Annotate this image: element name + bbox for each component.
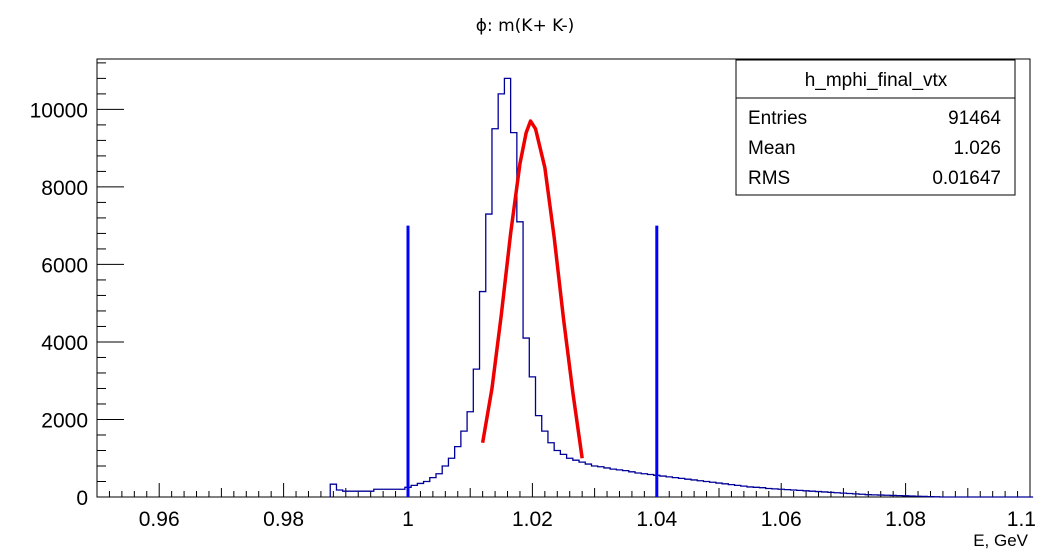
chart-title: ϕ: m(K+ K-)	[476, 16, 574, 36]
stats-box-title: h_mphi_final_vtx	[805, 70, 948, 91]
cut-lines	[406, 225, 659, 497]
x-tick-label: 1.04	[636, 508, 677, 531]
stats-label-mean: Mean	[748, 138, 796, 159]
y-tick-label: 6000	[41, 254, 88, 277]
stats-value-mean: 1.026	[953, 138, 1001, 159]
y-tick-label: 2000	[41, 409, 88, 432]
x-tick-label: 1	[402, 508, 414, 531]
x-axis: 0.96 0.98 1 1.02 1.04 1.06 1.08 1.1	[96, 483, 1036, 531]
y-tick-label: 0	[76, 487, 88, 510]
stats-label-entries: Entries	[748, 108, 807, 129]
stats-label-rms: RMS	[748, 168, 790, 189]
stats-value-entries: 91464	[948, 108, 1001, 129]
fit-series	[480, 119, 584, 459]
y-axis: 0 2000 4000 6000 8000 10000	[30, 62, 124, 510]
x-tick-label: 0.96	[139, 508, 180, 531]
stats-box: h_mphi_final_vtx Entries 91464 Mean 1.02…	[735, 59, 1016, 196]
histogram-series	[329, 77, 1034, 498]
y-tick-label: 10000	[30, 99, 88, 122]
x-tick-label: 1.08	[885, 508, 926, 531]
stats-box-frame	[735, 59, 1016, 196]
x-tick-label: 0.98	[263, 508, 304, 531]
plot-frame	[96, 58, 1031, 498]
x-axis-title: E, GeV	[973, 531, 1028, 550]
histogram-outline	[329, 77, 1034, 498]
x-tick-label: 1.1	[1007, 508, 1036, 531]
x-tick-label: 1.02	[512, 508, 553, 531]
y-tick-label: 4000	[41, 332, 88, 355]
y-tick-label: 8000	[41, 177, 88, 200]
fit-curve	[480, 119, 584, 459]
x-tick-label: 1.06	[761, 508, 802, 531]
stats-value-rms: 0.01647	[932, 168, 1001, 189]
